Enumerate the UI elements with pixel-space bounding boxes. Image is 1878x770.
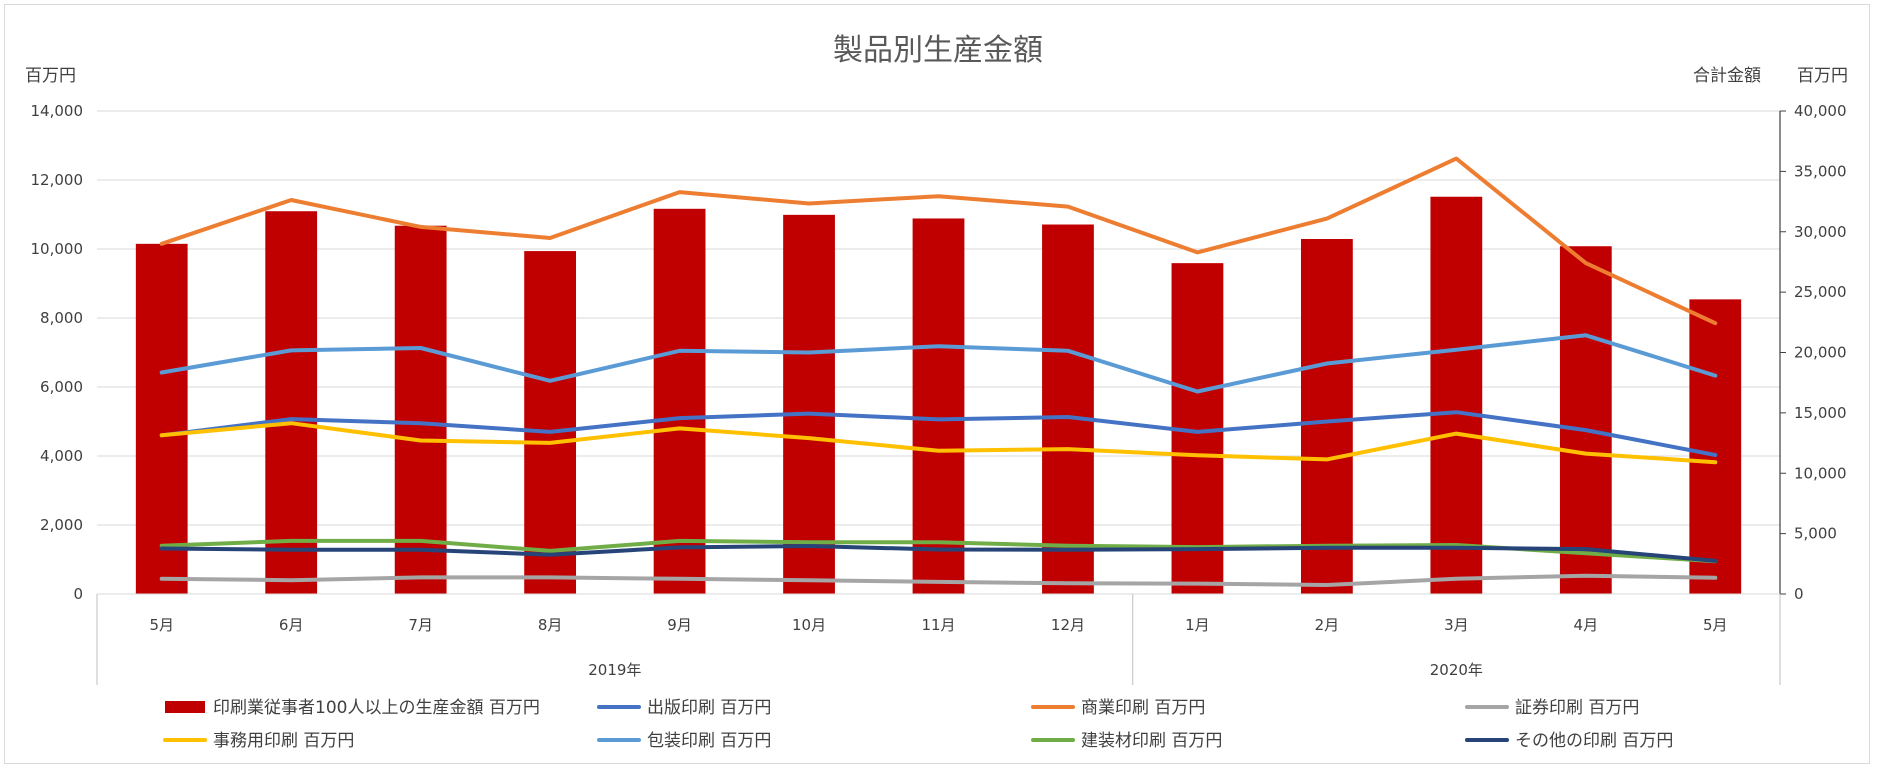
y-left-tick-label: 2,000 xyxy=(40,516,83,534)
bar-series xyxy=(136,197,1741,594)
right-axis-label: 合計金額 xyxy=(1693,66,1761,86)
bar xyxy=(136,244,188,594)
y-left-tick-label: 12,000 xyxy=(31,171,84,189)
bar xyxy=(1042,225,1094,594)
bar xyxy=(654,209,706,594)
y-right-tick-label: 25,000 xyxy=(1794,283,1847,301)
chart-svg: 製品別生産金額 百万円 合計金額 百万円 0 2,000 4,000 6,000 8,0… xyxy=(5,5,1871,765)
left-axis-unit: 百万円 xyxy=(25,66,76,86)
right-axis-unit: 百万円 xyxy=(1797,66,1848,86)
x-tick-label: 10月 xyxy=(792,616,826,634)
x-tick-label: 5月 xyxy=(149,616,174,634)
legend-label: 事務用印刷 百万円 xyxy=(213,731,354,751)
x-tick-label: 8月 xyxy=(538,616,563,634)
y-left-tick-label: 0 xyxy=(73,585,83,603)
y-right-tick-label: 30,000 xyxy=(1794,223,1847,241)
y-left-tick-label: 14,000 xyxy=(31,102,84,120)
year-group-label: 2019年 xyxy=(588,661,641,679)
legend-swatch-bar xyxy=(165,701,205,713)
x-tick-label: 3月 xyxy=(1444,616,1469,634)
y-left-tick-label: 4,000 xyxy=(40,447,83,465)
bar xyxy=(1689,299,1741,594)
year-group-label: 2020年 xyxy=(1430,661,1483,679)
legend: 印刷業従事者100人以上の生産金額 百万円 出版印刷 百万円 商業印刷 百万円 証券印… xyxy=(165,698,1673,751)
y-right-tick-label: 15,000 xyxy=(1794,404,1847,422)
x-tick-label: 12月 xyxy=(1051,616,1085,634)
x-tick-label: 5月 xyxy=(1703,616,1728,634)
x-tick-label: 4月 xyxy=(1574,616,1599,634)
y-right-tick-label: 35,000 xyxy=(1794,162,1847,180)
bar xyxy=(783,215,835,594)
chart-frame: 製品別生産金額 百万円 合計金額 百万円 0 2,000 4,000 6,000 8,0… xyxy=(4,4,1870,764)
y-right-tick-label: 20,000 xyxy=(1794,344,1847,362)
y-right-tick-label: 10,000 xyxy=(1794,464,1847,482)
bar xyxy=(265,211,317,594)
bar xyxy=(1560,246,1612,594)
y-left-tick-label: 8,000 xyxy=(40,309,83,327)
x-tick-label: 9月 xyxy=(667,616,692,634)
bar xyxy=(395,226,447,594)
legend-label: 証券印刷 百万円 xyxy=(1515,698,1639,718)
x-tick-label: 2月 xyxy=(1315,616,1340,634)
y-right-tick-label: 40,000 xyxy=(1794,102,1847,120)
bar xyxy=(1301,239,1353,594)
x-tick-label: 1月 xyxy=(1185,616,1210,634)
chart-title: 製品別生産金額 xyxy=(833,33,1043,68)
y-left-tick-label: 10,000 xyxy=(31,240,84,258)
bar xyxy=(913,218,965,594)
y-left-tick-label: 6,000 xyxy=(40,378,83,396)
bar xyxy=(524,251,576,594)
x-tick-label: 11月 xyxy=(921,616,955,634)
y-right-tick-label: 0 xyxy=(1794,585,1804,603)
legend-label: 商業印刷 百万円 xyxy=(1081,698,1205,718)
x-tick-label: 6月 xyxy=(279,616,304,634)
legend-label: 印刷業従事者100人以上の生産金額 百万円 xyxy=(213,698,540,718)
x-tick-label: 7月 xyxy=(408,616,433,634)
legend-label: 建装材印刷 百万円 xyxy=(1081,731,1222,751)
legend-label: 出版印刷 百万円 xyxy=(647,698,771,718)
legend-label: 包装印刷 百万円 xyxy=(647,731,771,751)
legend-label: その他の印刷 百万円 xyxy=(1515,731,1673,751)
bar xyxy=(1430,197,1482,594)
y-right-tick-label: 5,000 xyxy=(1794,525,1837,543)
